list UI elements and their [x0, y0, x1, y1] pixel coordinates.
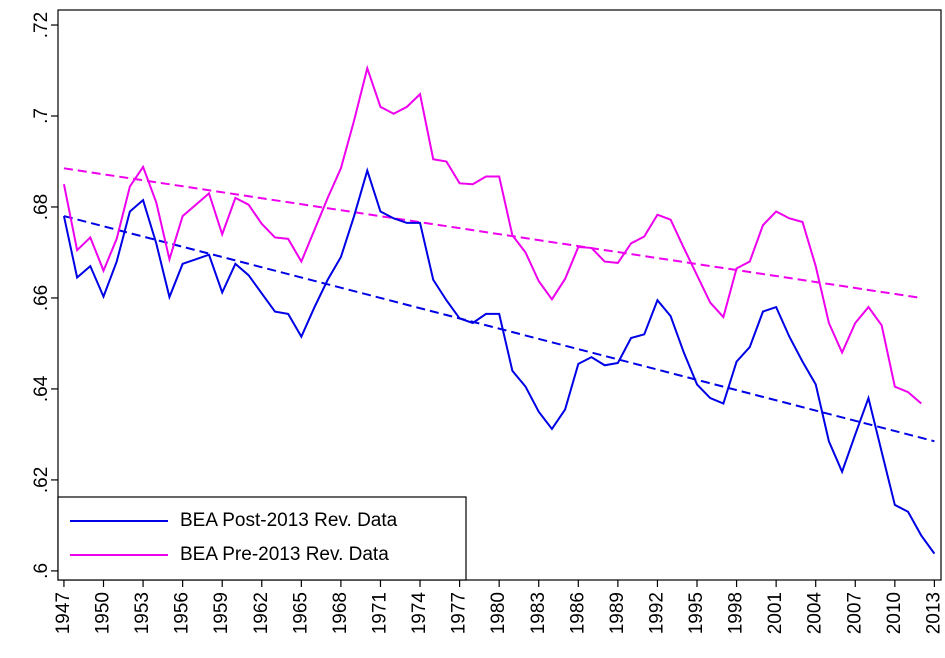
- x-tick-label: 1995: [686, 592, 707, 634]
- x-tick-label: 1959: [211, 592, 232, 634]
- y-tick-label: .6: [31, 563, 52, 579]
- x-tick-label: 1992: [646, 592, 667, 634]
- x-tick-label: 1989: [607, 592, 628, 634]
- legend-label: BEA Pre-2013 Rev. Data: [180, 544, 389, 565]
- x-tick-label: 1998: [726, 592, 747, 634]
- y-tick-label: .62: [31, 467, 52, 493]
- x-tick-label: 2013: [923, 592, 944, 634]
- x-tick-label: 1977: [449, 592, 470, 634]
- y-tick-label: .72: [31, 12, 52, 38]
- x-tick-label: 2001: [765, 592, 786, 634]
- x-tick-label: 1962: [251, 592, 272, 634]
- x-tick-label: 2010: [884, 592, 905, 634]
- trend-line: [63, 167, 922, 299]
- x-tick-label: 1974: [409, 592, 430, 635]
- x-tick-label: 1980: [488, 592, 509, 634]
- x-tick-label: 2007: [844, 592, 865, 634]
- series-line: [62, 167, 936, 555]
- y-tick-label: .66: [31, 285, 52, 311]
- series-line: [62, 64, 922, 405]
- x-tick-label: 1965: [290, 592, 311, 634]
- trend-line: [63, 215, 935, 443]
- x-tick-label: 1953: [132, 592, 153, 634]
- x-tick-label: 1971: [369, 592, 390, 634]
- y-tick-label: .7: [31, 108, 52, 124]
- x-tick-label: 1950: [93, 592, 114, 634]
- plot-frame: [57, 9, 942, 581]
- legend-label: BEA Post-2013 Rev. Data: [180, 510, 398, 531]
- legend-box: [57, 496, 467, 581]
- x-tick-label: 1947: [53, 592, 74, 634]
- x-tick-label: 1986: [567, 592, 588, 634]
- x-tick-label: 1956: [172, 592, 193, 634]
- legend: BEA Post-2013 Rev. Data BEA Pre-2013 Rev.…: [57, 496, 467, 581]
- x-tick-label: 2004: [805, 592, 826, 635]
- y-tick-label: .68: [31, 194, 52, 220]
- x-tick-label: 1983: [528, 592, 549, 634]
- y-tick-label: .64: [31, 375, 52, 402]
- x-tick-label: 1968: [330, 592, 351, 634]
